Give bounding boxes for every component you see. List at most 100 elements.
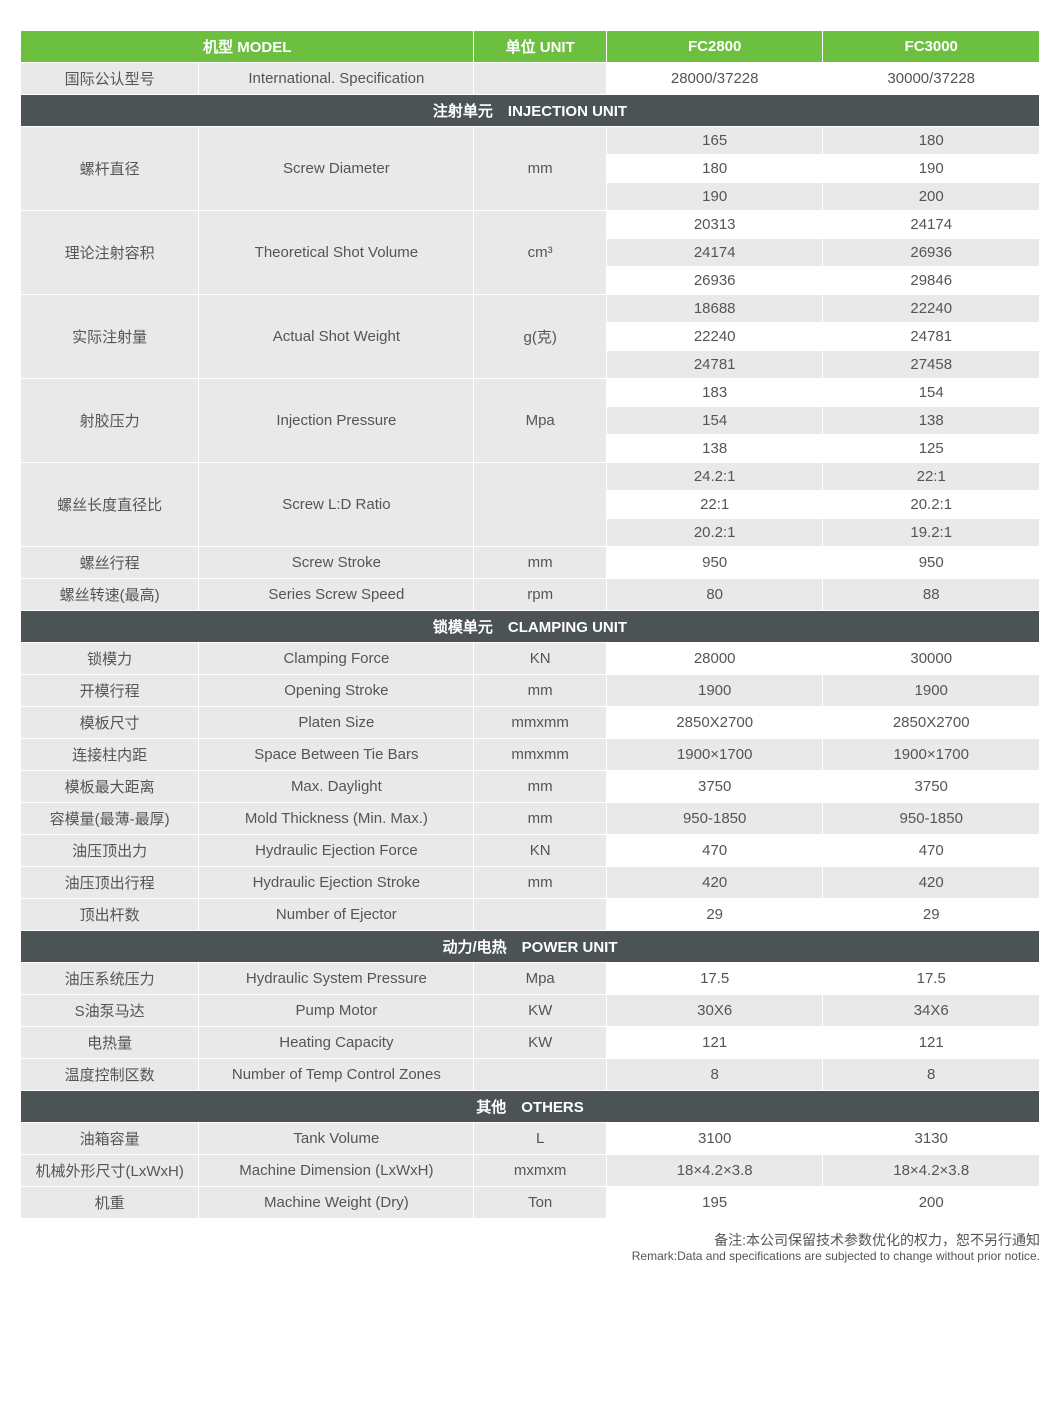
daylight-en: Max. Daylight (199, 771, 474, 803)
cell: 138 (823, 407, 1040, 435)
cell: 200 (823, 1187, 1040, 1219)
cell: 18×4.2×3.8 (823, 1155, 1040, 1187)
shot-volume-cn: 理论注射容积 (21, 211, 199, 295)
screw-speed-cn: 螺丝转速(最高) (21, 579, 199, 611)
cell: 8 (606, 1059, 823, 1091)
cell: 1900×1700 (606, 739, 823, 771)
screw-stroke-cn: 螺丝行程 (21, 547, 199, 579)
cell: 27458 (823, 351, 1040, 379)
shot-weight-unit: g(克) (474, 295, 606, 379)
shot-weight-cn: 实际注射量 (21, 295, 199, 379)
ej-stroke-cn: 油压顶出行程 (21, 867, 199, 899)
cell: 121 (606, 1027, 823, 1059)
cell: 190 (823, 155, 1040, 183)
inj-press-en: Injection Pressure (199, 379, 474, 463)
footnote-en: Remark:Data and specifications are subje… (20, 1249, 1040, 1265)
cell: 190 (606, 183, 823, 211)
intl-spec-cn: 国际公认型号 (21, 63, 199, 95)
tank-cn: 油箱容量 (21, 1123, 199, 1155)
screw-speed-unit: rpm (474, 579, 606, 611)
cell: KW (474, 1027, 606, 1059)
dim-en: Machine Dimension (LxWxH) (199, 1155, 474, 1187)
cell: KN (474, 643, 606, 675)
cell: mm (474, 771, 606, 803)
pump-en: Pump Motor (199, 995, 474, 1027)
cell: mm (474, 803, 606, 835)
ej-force-en: Hydraulic Ejection Force (199, 835, 474, 867)
cell: 24781 (606, 351, 823, 379)
cell: 17.5 (823, 963, 1040, 995)
spec-table: 机型 MODEL 单位 UNIT FC2800 FC3000 国际公认型号 In… (20, 30, 1040, 1219)
cell: 1900×1700 (823, 739, 1040, 771)
cell: 34X6 (823, 995, 1040, 1027)
section-clamping: 锁模单元 CLAMPING UNIT (21, 611, 1040, 643)
screw-diameter-unit: mm (474, 127, 606, 211)
ld-ratio-unit (474, 463, 606, 547)
intl-spec-row: 国际公认型号 International. Specification 2800… (21, 63, 1040, 95)
screw-speed-en: Series Screw Speed (199, 579, 474, 611)
cell: 950-1850 (606, 803, 823, 835)
shot-volume-en: Theoretical Shot Volume (199, 211, 474, 295)
intl-spec-en: International. Specification (199, 63, 474, 95)
platen-en: Platen Size (199, 707, 474, 739)
cell: Mpa (474, 963, 606, 995)
header-unit: 单位 UNIT (474, 31, 606, 63)
cell: 200 (823, 183, 1040, 211)
ld-ratio-en: Screw L:D Ratio (199, 463, 474, 547)
cell: 420 (823, 867, 1040, 899)
cell: 154 (823, 379, 1040, 407)
heat-en: Heating Capacity (199, 1027, 474, 1059)
cell: 195 (606, 1187, 823, 1219)
screw-diameter-cn: 螺杆直径 (21, 127, 199, 211)
cell: 20.2:1 (823, 491, 1040, 519)
cell: 18×4.2×3.8 (606, 1155, 823, 1187)
cell: 22:1 (606, 491, 823, 519)
cell: 183 (606, 379, 823, 407)
mold-thick-cn: 容模量(最薄-最厚) (21, 803, 199, 835)
cell: 20313 (606, 211, 823, 239)
cell: 88 (823, 579, 1040, 611)
cell: 24.2:1 (606, 463, 823, 491)
cell: 154 (606, 407, 823, 435)
cell: 24174 (823, 211, 1040, 239)
cell: 22240 (823, 295, 1040, 323)
tempz-en: Number of Temp Control Zones (199, 1059, 474, 1091)
cell: 18688 (606, 295, 823, 323)
cell: Ton (474, 1187, 606, 1219)
pump-cn: S油泵马达 (21, 995, 199, 1027)
header-model2: FC3000 (823, 31, 1040, 63)
ej-stroke-en: Hydraulic Ejection Stroke (199, 867, 474, 899)
cell: 80 (606, 579, 823, 611)
section-injection: 注射单元 INJECTION UNIT (21, 95, 1040, 127)
cell: mxmxm (474, 1155, 606, 1187)
cell: 180 (823, 127, 1040, 155)
screw-stroke-en: Screw Stroke (199, 547, 474, 579)
section-power: 动力/电热 POWER UNIT (21, 931, 1040, 963)
cell: 1900 (606, 675, 823, 707)
tempz-cn: 温度控制区数 (21, 1059, 199, 1091)
cell: 19.2:1 (823, 519, 1040, 547)
cell: mmxmm (474, 739, 606, 771)
section-others: 其他 OTHERS (21, 1091, 1040, 1123)
ejector-cn: 顶出杆数 (21, 899, 199, 931)
shot-volume-unit: cm³ (474, 211, 606, 295)
intl-spec-unit (474, 63, 606, 95)
cell: 950-1850 (823, 803, 1040, 835)
footnote-cn: 备注:本公司保留技术参数优化的权力，恕不另行通知 (20, 1231, 1040, 1249)
cell: 3750 (823, 771, 1040, 803)
cell: 30000 (823, 643, 1040, 675)
cell: 22:1 (823, 463, 1040, 491)
cell: 22240 (606, 323, 823, 351)
inj-press-unit: Mpa (474, 379, 606, 463)
cell: 1900 (823, 675, 1040, 707)
cell: 125 (823, 435, 1040, 463)
header-model1: FC2800 (606, 31, 823, 63)
screw-diameter-row0: 螺杆直径 Screw Diameter mm 165 180 (21, 127, 1040, 155)
header-row: 机型 MODEL 单位 UNIT FC2800 FC3000 (21, 31, 1040, 63)
cell: 138 (606, 435, 823, 463)
platen-cn: 模板尺寸 (21, 707, 199, 739)
cell: 29 (606, 899, 823, 931)
tiebars-cn: 连接柱内距 (21, 739, 199, 771)
tank-en: Tank Volume (199, 1123, 474, 1155)
cell: 3100 (606, 1123, 823, 1155)
